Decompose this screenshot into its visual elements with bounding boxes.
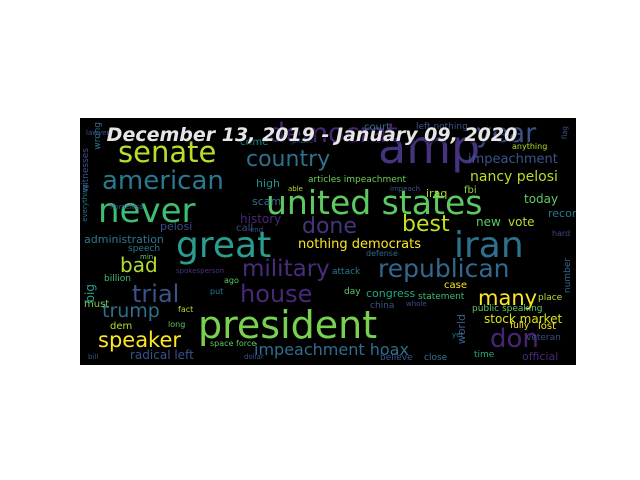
cloud-word: yet bbox=[452, 331, 464, 339]
cloud-word: administration bbox=[84, 233, 164, 246]
cloud-word: fact bbox=[178, 305, 194, 314]
cloud-word: public speaking bbox=[472, 304, 543, 314]
cloud-word: history bbox=[240, 212, 282, 226]
cloud-word: today bbox=[524, 192, 559, 206]
cloud-word: attack bbox=[332, 267, 361, 277]
cloud-word: everything bbox=[81, 184, 89, 222]
cloud-word: impeachment bbox=[468, 152, 558, 167]
cloud-word: high bbox=[256, 177, 280, 190]
cloud-word: time bbox=[474, 350, 495, 360]
cloud-word: year bbox=[476, 118, 537, 149]
cloud-word: scam bbox=[252, 195, 282, 208]
cloud-word: house bbox=[240, 280, 313, 308]
cloud-word: fully bbox=[510, 321, 530, 331]
cloud-word: never bbox=[98, 191, 196, 231]
cloud-word: articles impeachment bbox=[308, 175, 407, 185]
date-range-title: December 13, 2019 - January 09, 2020 bbox=[106, 124, 518, 146]
cloud-word: iraq bbox=[426, 187, 448, 200]
cloud-word: new bbox=[476, 215, 501, 229]
cloud-word: trial bbox=[132, 280, 180, 308]
cloud-word: radical left bbox=[130, 348, 194, 362]
cloud-word: big bbox=[83, 284, 97, 303]
cloud-word: homeless bbox=[110, 203, 144, 211]
cloud-word: case bbox=[444, 280, 467, 291]
cloud-word: democrat bbox=[268, 118, 398, 149]
cloud-word: official bbox=[522, 350, 559, 363]
cloud-word: must bbox=[84, 299, 110, 310]
cloud-word: president bbox=[198, 303, 378, 347]
cloud-word: speaker bbox=[98, 328, 182, 352]
cloud-word: dollar bbox=[244, 353, 264, 361]
cloud-word: pelosi bbox=[160, 220, 193, 233]
cloud-word: space force bbox=[210, 339, 257, 348]
cloud-word: senate bbox=[118, 135, 217, 169]
cloud-word: best bbox=[402, 212, 450, 237]
cloud-word: many bbox=[478, 286, 538, 310]
cloud-word: defense bbox=[366, 249, 398, 258]
cloud-word: number bbox=[563, 258, 573, 294]
cloud-word: united states bbox=[266, 183, 483, 222]
cloud-word: hard bbox=[552, 229, 571, 238]
cloud-word: nothing democrats bbox=[298, 237, 421, 252]
cloud-word: impeachment hoax bbox=[254, 340, 409, 359]
cloud-word: left nothing bbox=[416, 122, 468, 132]
cloud-word: put bbox=[210, 287, 224, 296]
cloud-word: iran bbox=[454, 225, 524, 266]
cloud-word: country bbox=[246, 147, 331, 172]
cloud-word: long bbox=[168, 320, 186, 329]
cloud-word: dem bbox=[110, 321, 133, 332]
cloud-word: bad bbox=[120, 253, 158, 277]
cloud-word: great bbox=[176, 225, 272, 266]
cloud-word: day bbox=[344, 287, 361, 297]
cloud-word: ago bbox=[224, 276, 239, 285]
cloud-word: billion bbox=[104, 274, 131, 284]
cloud-word: close bbox=[424, 353, 448, 363]
cloud-word: statement bbox=[418, 292, 465, 302]
cloud-word: american bbox=[102, 166, 224, 196]
cloud-word: phase bbox=[292, 137, 314, 145]
cloud-word: end bbox=[250, 226, 264, 234]
cloud-word: congress bbox=[366, 287, 416, 300]
cloud-word: able bbox=[288, 185, 303, 193]
cloud-word: record bbox=[548, 207, 576, 220]
cloud-word: republican bbox=[378, 254, 510, 283]
cloud-word: stock market bbox=[484, 312, 563, 326]
cloud-word: whole bbox=[406, 300, 427, 308]
cloud-word: believe bbox=[380, 353, 413, 363]
cloud-word: min bbox=[140, 253, 154, 261]
cloud-word: world bbox=[455, 314, 468, 345]
cloud-word: call bbox=[236, 223, 254, 234]
cloud-word: veteran bbox=[526, 333, 561, 343]
cloud-word: china bbox=[370, 301, 395, 311]
cloud-word: fbi bbox=[464, 185, 477, 196]
cloud-word: military bbox=[242, 256, 330, 282]
cloud-word: spokesperson bbox=[176, 267, 225, 275]
cloud-word: impeach bbox=[390, 185, 421, 193]
cloud-word: trump bbox=[102, 300, 160, 322]
cloud-word: nancy pelosi bbox=[470, 169, 558, 185]
cloud-word: don bbox=[490, 324, 539, 354]
cloud-word: bill bbox=[88, 353, 99, 361]
cloud-word: place bbox=[538, 293, 563, 303]
cloud-word: court bbox=[364, 122, 390, 133]
cloud-word: speech bbox=[128, 244, 161, 254]
cloud-word: crime bbox=[240, 137, 269, 148]
cloud-word: anything bbox=[512, 142, 548, 151]
cloud-word: done bbox=[302, 214, 357, 239]
cloud-word: lost bbox=[538, 321, 557, 332]
cloud-word: vote bbox=[508, 215, 535, 229]
word-cloud: amp year democrat senate country america… bbox=[80, 118, 576, 365]
cloud-word: lawyer bbox=[86, 129, 110, 137]
cloud-word: amp bbox=[378, 120, 481, 174]
